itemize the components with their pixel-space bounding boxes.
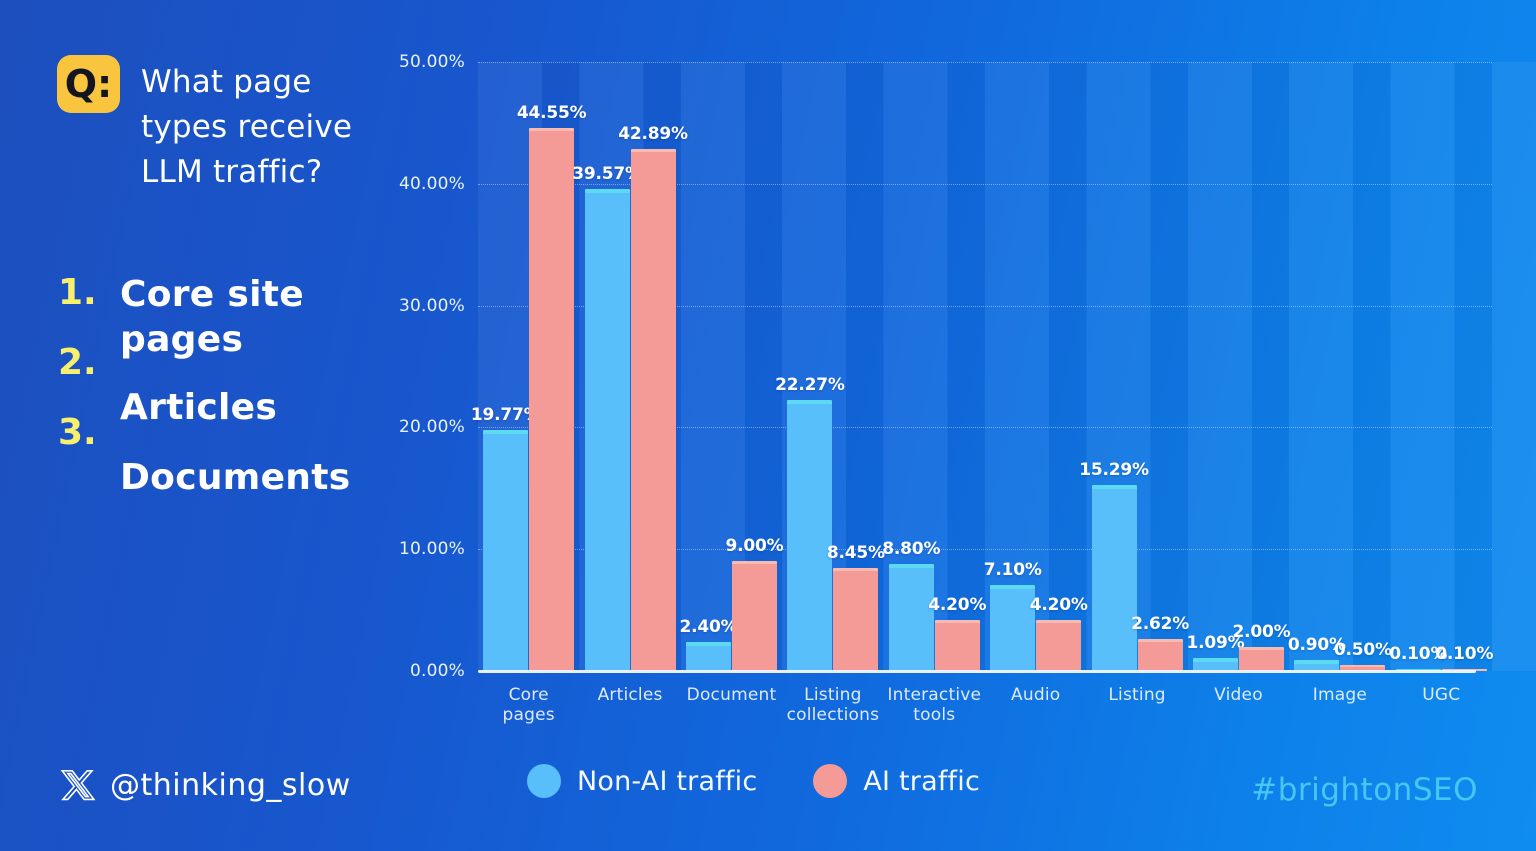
y-tick-label: 50.00% [398, 52, 465, 72]
category-label-core-pages: Core pages [502, 685, 555, 725]
bar-non-ai-image [1294, 660, 1340, 671]
bar-value-label: 15.29% [1079, 459, 1149, 480]
legend-label: Non-AI traffic [577, 765, 758, 797]
bar-chart: 0.00% 10.00% 20.00% 30.00% 40.00% 50.00% 19.7… [399, 52, 1536, 725]
bar-non-ai-audio [990, 584, 1036, 671]
bar-value-label: 2.62% [1131, 614, 1190, 635]
author-handle-text: @thinking_slow [110, 768, 351, 803]
legend-item-non-ai-traffic: Non-AI traffic [527, 764, 757, 798]
gridline [478, 305, 1492, 307]
bar-ai-video [1239, 646, 1284, 671]
gridline [478, 549, 1492, 551]
bar-value-label: 7.10% [983, 559, 1042, 580]
category-label-listing-collections: Listing collections [786, 685, 880, 725]
y-tick-label: 0.00% [409, 661, 465, 681]
bar-ai-audio [1036, 619, 1082, 671]
question-badge: Q: [57, 55, 120, 113]
bar-value-label: 0.10% [1389, 644, 1448, 664]
y-tick-label: 30.00% [398, 295, 465, 316]
bar-value-label: 9.00% [725, 536, 784, 557]
bar-value-label: 19.77% [470, 405, 541, 426]
bar-value-label: 0.10% [1435, 644, 1494, 664]
bar-value-label: 2.00% [1232, 621, 1291, 642]
answer-item-core-site-pages: Core site pages [120, 274, 304, 360]
bar-ai-interactive-tools [934, 619, 980, 671]
bar-value-label: 4.20% [928, 594, 987, 615]
bar-non-ai-listing [1091, 484, 1137, 671]
answer-number-1: 1. [58, 272, 97, 313]
y-tick-label: 10.00% [398, 539, 465, 560]
bar-value-label: 39.57% [572, 164, 642, 185]
legend-item-ai-traffic: AI traffic [813, 764, 980, 798]
bar-value-label: 8.45% [826, 543, 885, 564]
bar-value-label: 22.27% [775, 374, 845, 395]
bar-non-ai-video [1193, 657, 1238, 671]
bar-non-ai-core-pages [483, 430, 529, 671]
gridline [478, 183, 1492, 185]
chart-legend: Non-AI traffic AI traffic [527, 764, 980, 798]
answer-number-2: 2. [58, 342, 97, 383]
bar-value-label: 1.09% [1186, 632, 1245, 653]
gridline [478, 427, 1492, 429]
question-title: What page types receive LLM traffic? [141, 64, 353, 190]
answer-number-3: 3. [58, 412, 97, 453]
bar-non-ai-listing-collections [787, 399, 833, 671]
question-badge-label: Q: [64, 62, 113, 106]
x-axis-line [478, 670, 1476, 673]
category-label-audio: Audio [1011, 685, 1061, 705]
category-label-interactive-tools: Interactive tools [887, 685, 982, 725]
answer-item-documents: Documents [120, 457, 351, 498]
category-label-articles: Articles [597, 685, 663, 705]
category-label-listing: Listing [1108, 685, 1166, 705]
bar-ai-listing-collections [833, 568, 879, 671]
category-label-video: Video [1214, 685, 1263, 705]
category-label-image: Image [1312, 685, 1367, 705]
legend-label: AI traffic [863, 765, 980, 797]
bar-non-ai-document [686, 641, 731, 671]
answer-item-articles: Articles [120, 387, 278, 428]
bar-ai-articles [630, 148, 676, 671]
bar-ai-document [732, 561, 777, 671]
y-tick-label: 20.00% [398, 417, 465, 438]
category-label-document: Document [686, 685, 777, 705]
gridline [478, 62, 1492, 63]
bar-non-ai-interactive-tools [888, 563, 934, 671]
legend-dot [527, 764, 561, 798]
y-tick-label: 40.00% [398, 173, 465, 194]
bar-ai-image [1340, 664, 1386, 671]
author-handle: @thinking_slow [60, 768, 351, 803]
category-label-ugc: UGC [1422, 685, 1461, 705]
bar-value-label: 42.89% [618, 123, 688, 144]
bar-value-label: 0.90% [1287, 635, 1346, 656]
event-hashtag: #brightonSEO [1251, 772, 1478, 808]
bar-value-label: 8.80% [882, 538, 941, 559]
bar-value-label: 0.50% [1333, 639, 1392, 660]
bar-non-ai-articles [584, 189, 630, 671]
bar-ai-listing [1137, 639, 1183, 671]
bar-value-label: 2.40% [679, 616, 738, 637]
legend-dot [813, 764, 848, 798]
bar-value-label: 44.55% [516, 103, 587, 124]
bar-ai-core-pages [529, 128, 575, 671]
x-twitter-icon [60, 770, 96, 801]
bar-value-label: 4.20% [1029, 594, 1088, 615]
